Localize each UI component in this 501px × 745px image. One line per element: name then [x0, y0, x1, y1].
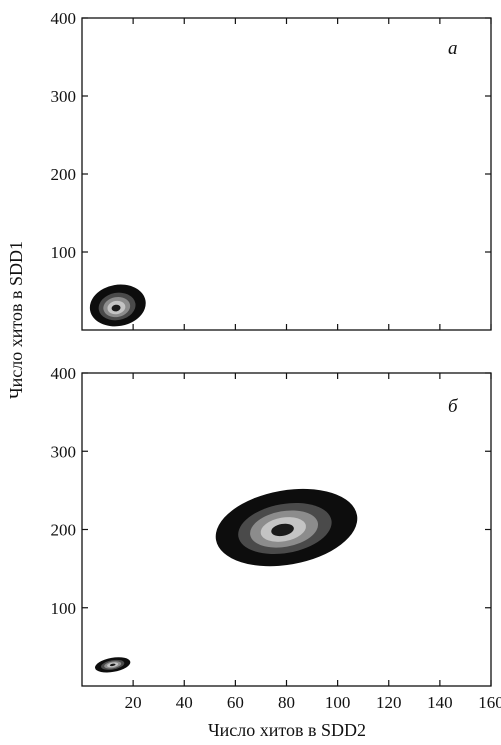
- x-tick-label: 100: [325, 693, 351, 712]
- density-ring: [271, 523, 294, 537]
- panel-a: а 100 200 300 400: [51, 9, 492, 331]
- panel-b-clusters: [95, 488, 358, 673]
- y-tick-label: 300: [51, 442, 77, 461]
- density-ring: [109, 663, 116, 667]
- x-tick-label: 60: [227, 693, 244, 712]
- x-tick-label: 140: [427, 693, 453, 712]
- x-tick-label: 20: [125, 693, 142, 712]
- x-tick-label: 120: [376, 693, 402, 712]
- panel-a-frame: [81, 17, 492, 331]
- y-tick-label: 100: [51, 243, 77, 262]
- y-tick-label: 400: [51, 9, 77, 28]
- panel-a-label: а: [448, 38, 458, 59]
- density-ring: [111, 304, 121, 312]
- y-tick-label: 200: [51, 165, 77, 184]
- density-cluster: [89, 284, 146, 327]
- density-cluster: [95, 657, 131, 673]
- panel-b-ticks: 100 200 300 400 20 40 60 80 100 120 140 160: [51, 364, 501, 712]
- x-tick-label: 160: [478, 693, 501, 712]
- x-tick-label: 40: [176, 693, 193, 712]
- y-tick-label: 100: [51, 599, 77, 618]
- panel-a-ticks: 100 200 300 400: [51, 9, 492, 330]
- y-axis-title: Число хитов в SDD1: [6, 241, 26, 399]
- y-tick-label: 200: [51, 521, 77, 540]
- x-tick-label: 80: [278, 693, 295, 712]
- y-tick-label: 300: [51, 87, 77, 106]
- panel-a-clusters: [89, 284, 146, 327]
- density-cluster: [215, 488, 358, 567]
- panel-b-label: б: [448, 396, 459, 417]
- x-axis-title: Число хитов в SDD2: [208, 720, 366, 740]
- y-tick-label: 400: [51, 364, 77, 383]
- panel-b: б 100 200 300 400 20 40 60 80 100 120 140 160: [51, 364, 501, 712]
